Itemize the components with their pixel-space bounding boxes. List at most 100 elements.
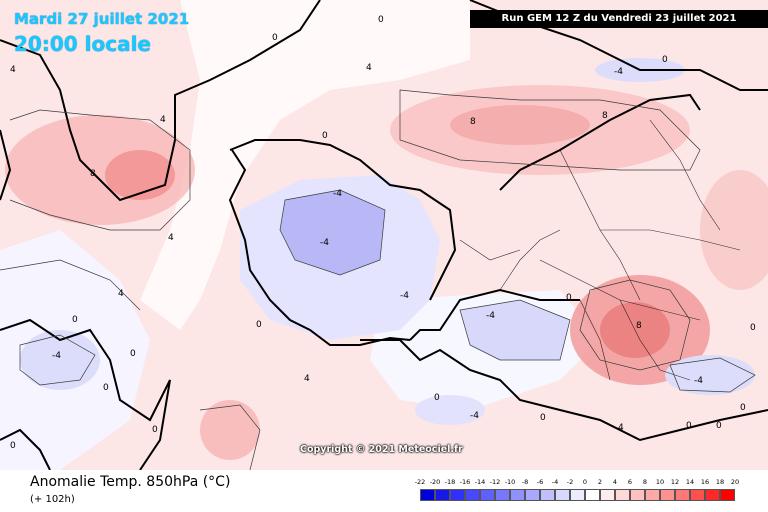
cold-anomaly: [415, 395, 485, 425]
legend-color-swatch: [420, 489, 435, 501]
legend-color-swatch: [690, 489, 705, 501]
contour-label: -4: [320, 238, 329, 248]
cold-anomaly: [20, 330, 100, 390]
contour-label: 0: [378, 15, 384, 25]
contour-label: 0: [256, 320, 262, 330]
cold-anomaly: [280, 190, 385, 275]
legend-color-swatch: [615, 489, 630, 501]
contour-label: 0: [686, 421, 692, 431]
legend-tick-label: 16: [700, 478, 710, 486]
cold-anomaly: [460, 300, 570, 360]
legend-tick-label: -6: [536, 478, 544, 486]
copyright-notice: Copyright © 2021 Meteociel.fr: [300, 444, 463, 455]
model-run-banner: Run GEM 12 Z du Vendredi 23 juillet 2021: [470, 10, 768, 28]
anomaly-map: -4 -4 -4 -4 -4 -4 -4 -4 4 4 4 4 4 4 4 8 …: [0, 0, 768, 470]
contour-label: -4: [400, 291, 409, 301]
legend-tick-label: -2: [566, 478, 574, 486]
contour-label: -4: [486, 311, 495, 321]
valid-time: 20:00 locale: [14, 32, 151, 56]
contour-label: 0: [434, 393, 440, 403]
contour-label-group: -4 -4 -4 -4 -4 -4 -4 -4 4 4 4 4 4 4 4 8 …: [10, 15, 756, 451]
color-legend: -22 -20 -18 -16 -14 -12 -10 -8 -6 -4 -2 0 2 4 6 8 10 12 14…: [415, 478, 750, 508]
contour-label: -4: [470, 411, 479, 421]
legend-tick-label: -10: [504, 478, 516, 486]
legend-tick-label: -12: [489, 478, 501, 486]
legend-color-swatch: [660, 489, 675, 501]
legend-color-swatch: [450, 489, 465, 501]
legend-tick-label: 12: [670, 478, 680, 486]
contour-label: 4: [168, 233, 174, 243]
contour-label: 0: [152, 425, 158, 435]
legend-tick-label: 8: [642, 478, 648, 486]
legend-color-swatch: [435, 489, 450, 501]
map-title: Anomalie Temp. 850hPa (°C): [30, 474, 231, 490]
contour-label: 8: [602, 111, 608, 121]
contour-label: 0: [662, 55, 668, 65]
legend-color-swatch: [540, 489, 555, 501]
legend-tick-label: 6: [627, 478, 633, 486]
legend-tick-label: 10: [655, 478, 665, 486]
legend-tick-label: -22: [414, 478, 426, 486]
contour-label: 0: [566, 293, 572, 303]
contour-label: -4: [614, 67, 623, 77]
legend-color-swatch: [600, 489, 615, 501]
legend-color-swatch: [525, 489, 540, 501]
contour-label: 0: [750, 323, 756, 333]
legend-tick-label: -14: [474, 478, 486, 486]
legend-color-swatch: [510, 489, 525, 501]
legend-color-swatch: [645, 489, 660, 501]
legend-tick-label: 2: [597, 478, 603, 486]
warm-anomaly: [450, 105, 590, 145]
contour-label: -4: [694, 376, 703, 386]
legend-tick-label: 18: [715, 478, 725, 486]
contour-lines: [0, 89, 756, 470]
neutral-area: [140, 0, 470, 330]
legend-tick-label: 0: [582, 478, 588, 486]
contour-label: 0: [540, 413, 546, 423]
contour-label: 4: [304, 374, 310, 384]
cold-anomaly: [665, 355, 755, 395]
valid-date: Mardi 27 juillet 2021: [14, 10, 190, 28]
contour-label: 0: [322, 131, 328, 141]
contour-label: 0: [10, 441, 16, 451]
legend-tick-label: -20: [429, 478, 441, 486]
legend-tick-label: -8: [521, 478, 529, 486]
contour-label: 0: [716, 421, 722, 431]
legend-color-swatch: [465, 489, 480, 501]
legend-tick-label: -16: [459, 478, 471, 486]
contour-label: 4: [366, 63, 372, 73]
legend-tick-label: -18: [444, 478, 456, 486]
legend-tick-label: -4: [551, 478, 559, 486]
legend-tick-label: 14: [685, 478, 695, 486]
borders: [459, 119, 741, 381]
contour-label: 4: [618, 423, 624, 433]
legend-color-swatch: [480, 489, 495, 501]
contour-label: 4: [160, 115, 166, 125]
contour-label: 0: [130, 349, 136, 359]
warm-anomaly: [700, 170, 768, 290]
contour-label: 8: [90, 169, 96, 179]
map-area: -4 -4 -4 -4 -4 -4 -4 -4 4 4 4 4 4 4 4 8 …: [0, 0, 768, 470]
legend-color-swatch: [555, 489, 570, 501]
contour-label: 0: [740, 403, 746, 413]
forecast-lead-time: (+ 102h): [30, 494, 75, 505]
contour-label: -4: [52, 351, 61, 361]
legend-color-swatch: [720, 489, 735, 501]
legend-tick-label: 4: [612, 478, 618, 486]
coastlines: [0, 0, 768, 470]
contour-label: 0: [272, 33, 278, 43]
warm-anomaly: [200, 400, 260, 460]
contour-label: 0: [103, 383, 109, 393]
legend-color-swatch: [675, 489, 690, 501]
legend-color-swatch: [585, 489, 600, 501]
contour-label: 8: [470, 117, 476, 127]
legend-color-swatch: [495, 489, 510, 501]
contour-label: 4: [118, 289, 124, 299]
legend-tick-label: 20: [730, 478, 740, 486]
contour-label: 0: [72, 315, 78, 325]
legend-color-swatch: [705, 489, 720, 501]
contour-label: 8: [636, 321, 642, 331]
contour-label: 4: [10, 65, 16, 75]
legend-color-swatch: [570, 489, 585, 501]
